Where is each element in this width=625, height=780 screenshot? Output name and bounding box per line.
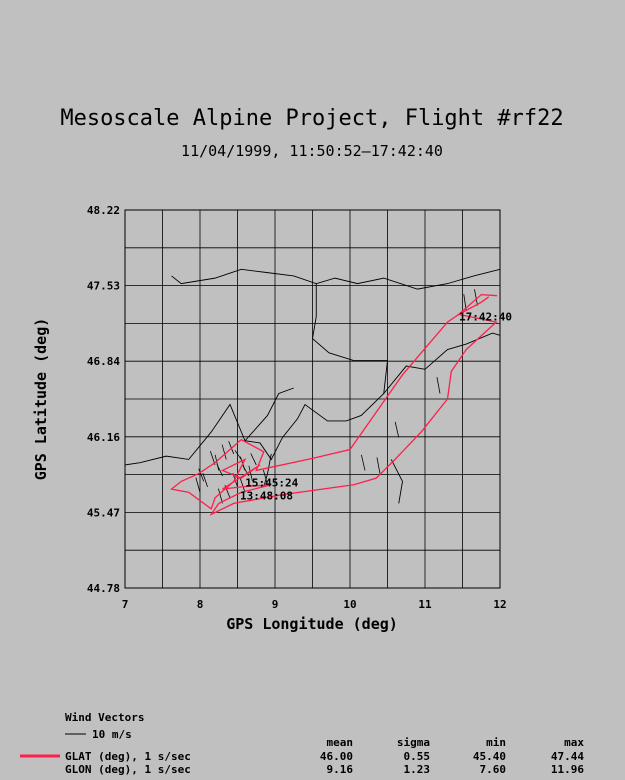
x-tick-label: 10: [343, 598, 356, 611]
stat-header-mean: mean: [327, 736, 354, 749]
glat-max: 47.44: [551, 750, 584, 763]
glat-min: 45.40: [473, 750, 506, 763]
wind-vector: [250, 453, 257, 466]
wind-vector: [228, 441, 235, 455]
wind-vector: [376, 457, 381, 474]
wind-vector: [217, 488, 223, 504]
x-tick-labels: 7 8 9 10 11 12: [122, 598, 507, 611]
wind-vector: [198, 468, 205, 482]
wind-vector: [474, 289, 478, 306]
map-border-line: [390, 459, 403, 504]
x-tick-label: 8: [197, 598, 204, 611]
wind-vector: [214, 454, 220, 471]
glat-mean: 46.00: [320, 750, 353, 763]
map-border-line: [383, 332, 501, 394]
chart-title: Mesoscale Alpine Project, Flight #rf22: [60, 106, 563, 131]
x-axis-label: GPS Longitude (deg): [226, 615, 398, 633]
glon-sigma: 1.23: [404, 763, 431, 776]
wind-vector: [234, 450, 242, 460]
wind-vector: [361, 454, 366, 471]
wind-vector: [202, 472, 208, 488]
map-border-line: [171, 268, 501, 290]
glon-min: 7.60: [480, 763, 507, 776]
wind-vector: [248, 465, 253, 482]
glon-max: 11.96: [551, 763, 584, 776]
y-tick-label: 46.16: [87, 431, 120, 444]
y-tick-label: 46.84: [87, 355, 120, 368]
time-annotation: 13:48:08: [240, 490, 293, 503]
y-tick-label: 44.78: [87, 582, 120, 595]
glat-sigma: 0.55: [404, 750, 431, 763]
wind-scale-label: 10 m/s: [92, 728, 132, 741]
wind-vector: [436, 377, 441, 394]
time-annotation: 15:45:24: [245, 477, 298, 490]
stat-header-sigma: sigma: [397, 736, 430, 749]
wind-vector: [216, 464, 223, 477]
wind-vectors-title: Wind Vectors: [65, 711, 144, 724]
legend: Wind Vectors 10 m/s mean sigma min max G…: [20, 711, 584, 776]
stat-header-min: min: [486, 736, 506, 749]
glon-mean: 9.16: [327, 763, 354, 776]
wind-vector: [262, 469, 268, 485]
wind-vector: [239, 478, 246, 493]
x-tick-label: 11: [418, 598, 432, 611]
stat-header-max: max: [564, 736, 584, 749]
glon-row-label: GLON (deg), 1 s/sec: [65, 763, 191, 776]
y-tick-label: 45.47: [87, 506, 120, 519]
map-outlines: [124, 268, 501, 504]
map-border-line: [263, 453, 272, 488]
y-axis-label: GPS Latitude (deg): [32, 318, 50, 481]
y-tick-labels: 44.78 45.47 46.16 46.84 47.53 48.22: [87, 204, 120, 595]
map-border-line: [244, 387, 294, 442]
y-tick-label: 47.53: [87, 280, 120, 293]
wind-vectors: [195, 289, 478, 504]
map-border-line: [124, 283, 389, 466]
time-annotation: 17:42:40: [459, 311, 512, 324]
wind-vector: [394, 421, 400, 438]
wind-vector: [221, 444, 227, 460]
y-tick-label: 48.22: [87, 204, 120, 217]
x-tick-label: 7: [122, 598, 129, 611]
flight-track-line: [169, 293, 498, 517]
chart-subtitle: 11/04/1999, 11:50:52–17:42:40: [181, 142, 443, 160]
glat-row-label: GLAT (deg), 1 s/sec: [65, 750, 191, 763]
wind-vector: [195, 477, 201, 493]
grid-lines: [125, 210, 500, 588]
x-tick-label: 12: [493, 598, 506, 611]
x-tick-label: 9: [272, 598, 279, 611]
